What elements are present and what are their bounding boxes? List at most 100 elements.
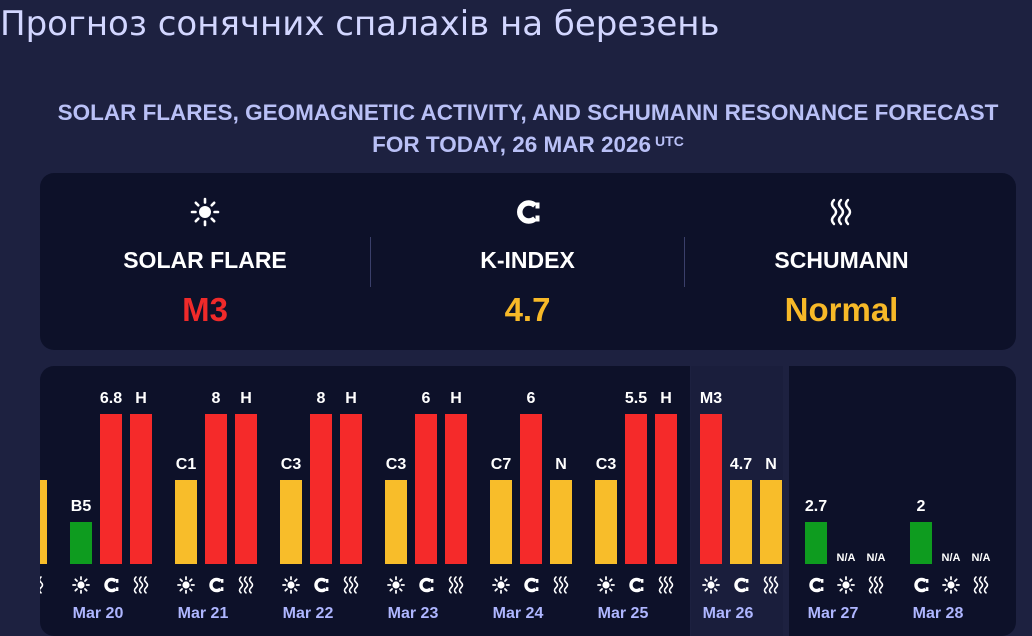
- sun-icon: [72, 576, 90, 594]
- bar-value-label: M3: [700, 390, 722, 407]
- date-label: Mar 22: [283, 605, 334, 622]
- date-label: Mar 23: [388, 605, 439, 622]
- bar-value-label: B5: [71, 498, 92, 515]
- sun-icon: [282, 576, 300, 594]
- sun-icon: [942, 576, 960, 594]
- bar-value-label: H: [345, 390, 357, 407]
- bar-value-label: N/A: [837, 552, 856, 564]
- bar-mar-21-0[interactable]: [175, 480, 197, 564]
- waves-icon: [343, 576, 359, 594]
- magnet-icon: [371, 197, 684, 225]
- bar-value-label: H: [240, 390, 252, 407]
- bar-value-label: H: [135, 390, 147, 407]
- schumann-metric: SCHUMANN Normal: [685, 173, 998, 350]
- waves-icon: [763, 576, 779, 594]
- bar-mar-20-2[interactable]: [130, 414, 152, 564]
- magnet-icon: [104, 577, 119, 593]
- bar-mar-22-2[interactable]: [340, 414, 362, 564]
- magnet-icon: [419, 577, 434, 593]
- waves-icon: [553, 576, 569, 594]
- bar-mar-25-2[interactable]: [655, 414, 677, 564]
- magnet-icon: [524, 577, 539, 593]
- k-index-label: K-INDEX: [480, 247, 575, 273]
- bar-mar-27-0[interactable]: [805, 522, 827, 564]
- bar-value-label: H: [450, 390, 462, 407]
- magnet-icon: [734, 577, 749, 593]
- bar-mar-26-0[interactable]: [700, 414, 722, 564]
- bar-value-label: 6: [527, 390, 536, 407]
- bar-mar-24-0[interactable]: [490, 480, 512, 564]
- bar-value-label: C1: [176, 456, 197, 473]
- solar-flare-value: M3: [182, 291, 228, 328]
- forecast-subtitle: SOLAR FLARES, GEOMAGNETIC ACTIVITY, AND …: [40, 97, 1016, 161]
- bar-mar-20-1[interactable]: [100, 414, 122, 564]
- waves-icon: [133, 576, 149, 594]
- divider: [684, 237, 685, 287]
- bar-mar-19-2[interactable]: [40, 480, 47, 564]
- solar-flare-metric: SOLAR FLARE M3: [40, 173, 370, 350]
- utc-label: UTC: [655, 133, 684, 149]
- bar-mar-22-1[interactable]: [310, 414, 332, 564]
- date-label: Mar 25: [598, 605, 649, 622]
- bar-value-label: H: [660, 390, 672, 407]
- bar-value-label: N/A: [942, 552, 961, 564]
- bar-value-label: C3: [386, 456, 407, 473]
- divider: [370, 237, 371, 287]
- bar-value-label: N: [555, 456, 567, 473]
- bar-mar-25-1[interactable]: [625, 414, 647, 564]
- bar-value-label: 6.8: [100, 390, 122, 407]
- bar-mar-20-0[interactable]: [70, 522, 92, 564]
- magnet-icon: [914, 577, 929, 593]
- waves-icon: [238, 576, 254, 594]
- summary-card: SOLAR FLARE M3 K-INDEX 4.7 SCHUMANN: [40, 173, 1016, 350]
- k-index-metric: K-INDEX 4.7: [371, 173, 684, 350]
- sun-icon: [387, 576, 405, 594]
- sun-icon: [702, 576, 720, 594]
- bar-mar-24-2[interactable]: [550, 480, 572, 564]
- date-label: Mar 27: [808, 605, 859, 622]
- bar-value-label: 2: [917, 498, 926, 515]
- schumann-label: SCHUMANN: [774, 247, 909, 273]
- sun-icon: [177, 576, 195, 594]
- sun-icon: [492, 576, 510, 594]
- bar-value-label: 6: [422, 390, 431, 407]
- bar-mar-21-2[interactable]: [235, 414, 257, 564]
- k-index-value: 4.7: [504, 291, 551, 328]
- bar-value-label: 5.5: [625, 390, 647, 407]
- date-label: Mar 24: [493, 605, 544, 622]
- page-title: Прогноз сонячних спалахів на березень: [0, 4, 720, 44]
- waves-icon: [973, 576, 989, 594]
- bar-mar-21-1[interactable]: [205, 414, 227, 564]
- bar-mar-23-0[interactable]: [385, 480, 407, 564]
- magnet-icon: [629, 577, 644, 593]
- bar-mar-26-1[interactable]: [730, 480, 752, 564]
- waves-icon: [658, 576, 674, 594]
- bar-value-label: N/A: [867, 552, 886, 564]
- date-label: Mar 20: [73, 605, 124, 622]
- magnet-icon: [209, 577, 224, 593]
- bar-mar-23-2[interactable]: [445, 414, 467, 564]
- date-label: Mar 28: [913, 605, 964, 622]
- bar-value-label: C3: [596, 456, 617, 473]
- bar-value-label: C7: [491, 456, 512, 473]
- bar-value-label: 2.7: [805, 498, 827, 515]
- bar-value-label: 8: [212, 390, 221, 407]
- bar-mar-26-2[interactable]: [760, 480, 782, 564]
- bar-value-label: 4.7: [730, 456, 752, 473]
- waves-icon: [685, 197, 998, 226]
- bar-mar-28-0[interactable]: [910, 522, 932, 564]
- bar-value-label: N/A: [972, 552, 991, 564]
- bar-value-label: C3: [281, 456, 302, 473]
- waves-icon: [868, 576, 884, 594]
- bar-mar-25-0[interactable]: [595, 480, 617, 564]
- sun-icon: [597, 576, 615, 594]
- magnet-icon: [314, 577, 329, 593]
- bar-mar-23-1[interactable]: [415, 414, 437, 564]
- bar-mar-22-0[interactable]: [280, 480, 302, 564]
- bar-mar-24-1[interactable]: [520, 414, 542, 564]
- bar-value-label: 8: [317, 390, 326, 407]
- schumann-value: Normal: [784, 291, 899, 328]
- sun-icon: [837, 576, 855, 594]
